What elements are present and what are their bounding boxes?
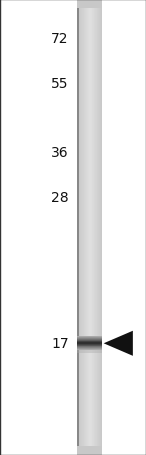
Text: 36: 36 bbox=[51, 146, 69, 159]
Text: 17: 17 bbox=[51, 337, 69, 350]
Polygon shape bbox=[104, 331, 133, 356]
Bar bbox=[77, 348, 102, 353]
Bar bbox=[95, 9, 96, 446]
Bar bbox=[91, 9, 92, 446]
Bar bbox=[77, 348, 102, 349]
Bar bbox=[77, 346, 102, 347]
Bar bbox=[92, 9, 93, 446]
Bar bbox=[77, 349, 102, 350]
Bar bbox=[77, 343, 102, 344]
Bar bbox=[100, 9, 101, 446]
Text: 55: 55 bbox=[51, 77, 69, 91]
Bar bbox=[77, 338, 102, 339]
Bar bbox=[88, 9, 89, 446]
Text: 72: 72 bbox=[51, 32, 69, 46]
Bar bbox=[90, 9, 91, 446]
Bar bbox=[98, 9, 99, 446]
Bar bbox=[77, 337, 102, 338]
Bar bbox=[96, 9, 97, 446]
Bar bbox=[78, 9, 79, 446]
Bar bbox=[79, 9, 80, 446]
Bar bbox=[89, 9, 90, 446]
Bar bbox=[97, 9, 98, 446]
Bar bbox=[93, 9, 94, 446]
Bar bbox=[85, 9, 86, 446]
Bar bbox=[77, 339, 102, 340]
Bar bbox=[77, 342, 102, 343]
Bar bbox=[77, 347, 102, 348]
Bar bbox=[81, 9, 82, 446]
Bar bbox=[77, 340, 102, 341]
Bar bbox=[82, 9, 83, 446]
Bar bbox=[87, 9, 88, 446]
Bar bbox=[80, 9, 81, 446]
Bar bbox=[83, 9, 84, 446]
Bar bbox=[0, 0, 77, 455]
Bar bbox=[99, 9, 100, 446]
Bar bbox=[86, 9, 87, 446]
Bar bbox=[84, 9, 85, 446]
Text: 28: 28 bbox=[51, 191, 69, 205]
Bar bbox=[77, 9, 79, 446]
Bar bbox=[77, 344, 102, 345]
Bar bbox=[102, 0, 146, 455]
Bar bbox=[77, 9, 78, 446]
Bar bbox=[94, 9, 95, 446]
Bar bbox=[77, 345, 102, 346]
Bar bbox=[101, 9, 102, 446]
Bar bbox=[77, 341, 102, 342]
